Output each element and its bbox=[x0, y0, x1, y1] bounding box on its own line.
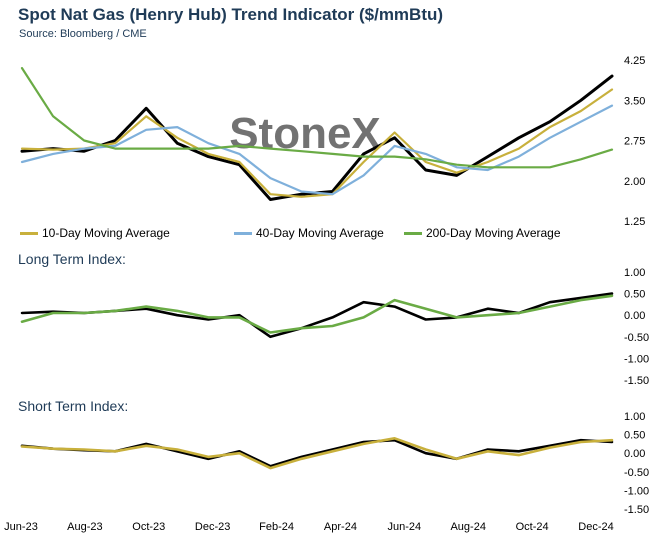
long-term-ytick-label: -0.50 bbox=[624, 332, 649, 344]
short-term-series-line-1 bbox=[20, 436, 614, 470]
price-series-line-2 bbox=[20, 104, 614, 196]
legend-ma10: 10-Day Moving Average bbox=[20, 226, 170, 240]
short-term-ytick-label: 0.50 bbox=[624, 430, 645, 442]
legend-ma10-swatch bbox=[20, 232, 38, 236]
x-axis-tick-label: Aug-23 bbox=[67, 521, 102, 533]
long-term-title: Long Term Index: bbox=[18, 251, 126, 267]
price-ytick-label: 1.25 bbox=[624, 216, 645, 228]
long-term-ytick-label: 0.00 bbox=[624, 310, 645, 322]
legend-ma40: 40-Day Moving Average bbox=[234, 226, 384, 240]
chart-title: Spot Nat Gas (Henry Hub) Trend Indicator… bbox=[18, 5, 444, 24]
x-axis-tick-label: Oct-24 bbox=[516, 521, 549, 533]
price-ytick-label: 4.25 bbox=[624, 55, 645, 67]
price-ytick-label: 3.50 bbox=[624, 95, 645, 107]
long-term-series-line-1 bbox=[20, 294, 614, 334]
chart-source: Source: Bloomberg / CME bbox=[19, 28, 147, 40]
x-axis-tick-label: Apr-24 bbox=[324, 521, 357, 533]
legend-ma200: 200-Day Moving Average bbox=[404, 226, 561, 240]
price-series-line-3 bbox=[20, 66, 614, 169]
legend-ma40-swatch bbox=[234, 232, 252, 236]
legend-ma200-swatch bbox=[404, 232, 422, 236]
short-term-ytick-label: -0.50 bbox=[624, 467, 649, 479]
short-term-ytick-label: 1.00 bbox=[624, 411, 645, 423]
x-axis-tick-label: Jun-23 bbox=[4, 521, 38, 533]
long-term-series-line-0 bbox=[20, 292, 614, 339]
long-term-ytick-label: -1.50 bbox=[624, 375, 649, 387]
short-term-ytick-label: -1.00 bbox=[624, 485, 649, 497]
short-term-title: Short Term Index: bbox=[18, 398, 129, 414]
short-term-ytick-label: -1.50 bbox=[624, 504, 649, 516]
x-axis-tick-label: Dec-23 bbox=[195, 521, 230, 533]
x-axis-tick-label: Feb-24 bbox=[259, 521, 294, 533]
x-axis-tick-label: Dec-24 bbox=[578, 521, 613, 533]
legend-ma10-label: 10-Day Moving Average bbox=[42, 226, 170, 240]
legend-ma200-label: 200-Day Moving Average bbox=[426, 226, 561, 240]
price-series-line-1 bbox=[20, 88, 614, 198]
legend-ma40-label: 40-Day Moving Average bbox=[256, 226, 384, 240]
short-term-ytick-label: 0.00 bbox=[624, 448, 645, 460]
price-ytick-label: 2.00 bbox=[624, 176, 645, 188]
watermark: StoneX bbox=[229, 109, 381, 158]
x-axis-tick-label: Aug-24 bbox=[450, 521, 485, 533]
long-term-ytick-label: 1.00 bbox=[624, 267, 645, 279]
price-ytick-label: 2.75 bbox=[624, 136, 645, 148]
x-axis-tick-label: Oct-23 bbox=[132, 521, 165, 533]
x-axis-tick-label: Jun-24 bbox=[388, 521, 422, 533]
long-term-ytick-label: -1.00 bbox=[624, 353, 649, 365]
long-term-ytick-label: 0.50 bbox=[624, 289, 645, 301]
